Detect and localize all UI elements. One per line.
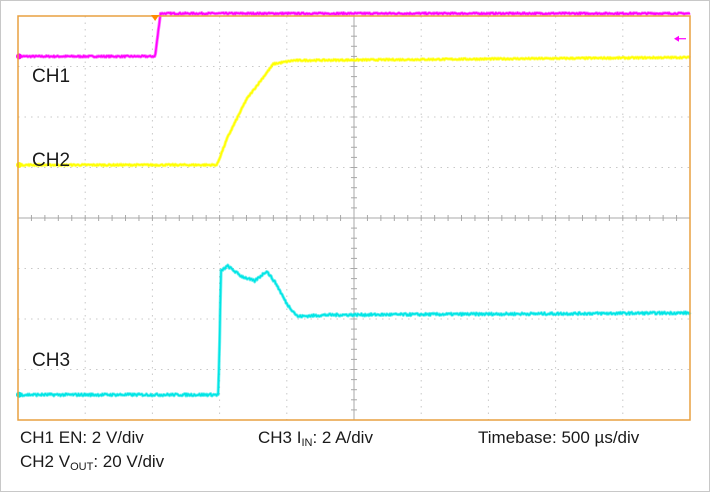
traces (16, 11, 692, 398)
ch3-scale-suffix: : 2 A/div (312, 428, 373, 447)
ch2-scale-suffix: : 20 V/div (93, 452, 165, 471)
trace-ch1 (17, 11, 691, 58)
trace-ch3 (17, 264, 691, 397)
grid (17, 15, 691, 421)
ch3-label: CH3 (32, 350, 70, 371)
channel-ch3-ground-marker-icon (16, 391, 22, 398)
channel-ch1-ground-marker-icon (16, 53, 22, 60)
ch3-scale-prefix: CH3 I (258, 428, 302, 447)
ch2-scale-prefix: CH2 V (20, 452, 71, 471)
timebase-text: Timebase: 500 µs/div (478, 428, 640, 447)
ch2-label: CH2 (32, 150, 70, 171)
trigger-marker-icon (151, 15, 160, 21)
channel-ch2-ground-marker-icon (16, 161, 22, 168)
ch2-scale-caption: CH2 VOUT: 20 V/div (20, 452, 165, 473)
ch1-reference-arrow-icon (674, 35, 686, 42)
timebase-caption: Timebase: 500 µs/div (478, 428, 639, 448)
ref-arrow-head (674, 35, 679, 42)
ch2-scale-subscript: OUT (70, 461, 94, 473)
trace-ch2 (17, 55, 691, 167)
ch1-scale-text: CH1 EN: 2 V/div (20, 428, 144, 447)
ch1-scale-caption: CH1 EN: 2 V/div (20, 428, 144, 448)
ch1-label: CH1 (32, 66, 70, 87)
ch3-scale-subscript: IN (301, 437, 313, 449)
oscilloscope-plot: CH1 CH2 CH3 (16, 11, 692, 421)
plot-border (17, 15, 691, 421)
ch3-scale-caption: CH3 IIN: 2 A/div (258, 428, 373, 449)
